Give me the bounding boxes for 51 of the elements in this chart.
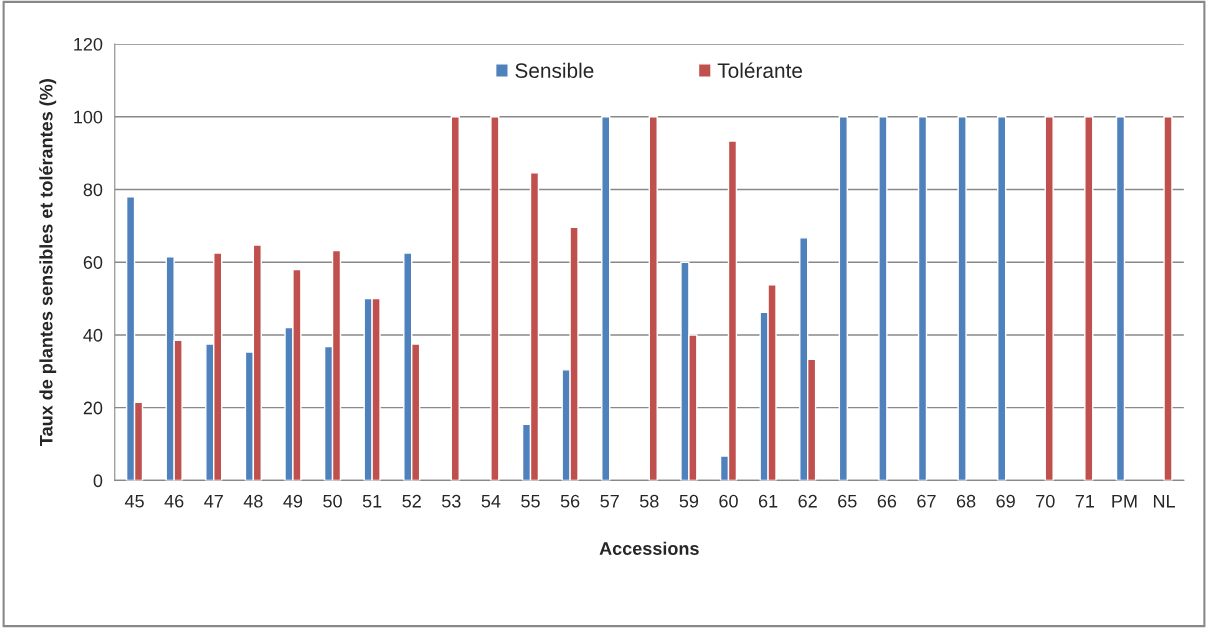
x-axis-title: Accessions	[599, 541, 699, 555]
x-tick-label: 47	[204, 494, 223, 508]
x-tick-label: 69	[996, 494, 1015, 508]
bar	[1084, 116, 1094, 481]
x-tick-label: 67	[917, 494, 936, 508]
x-tick-label: 65	[838, 494, 857, 508]
x-tick-label: 68	[956, 494, 976, 508]
x-tick-label: 71	[1075, 494, 1095, 508]
x-tick-label: 51	[362, 494, 382, 508]
x-tick-label: 62	[798, 494, 817, 508]
y-tick-label: 120	[74, 37, 103, 51]
x-tick-label: 46	[164, 494, 184, 508]
legend-label: Sensible	[515, 62, 594, 79]
bar	[1115, 116, 1126, 481]
y-tick-label: 80	[83, 183, 103, 197]
y-tick-label: 20	[83, 401, 103, 415]
bar	[490, 116, 500, 481]
bar	[450, 116, 460, 481]
bar	[878, 116, 888, 481]
bar	[1044, 116, 1054, 481]
x-tick-label: 54	[481, 494, 501, 508]
x-tick-label: NL	[1153, 494, 1175, 508]
x-tick-label: 66	[877, 494, 897, 508]
bar	[648, 116, 658, 481]
y-tick-label: 40	[83, 328, 103, 342]
y-tick-label: 60	[83, 256, 103, 269]
x-tick-label: 55	[521, 494, 540, 508]
y-tick-label: 100	[74, 110, 103, 124]
x-tick-label: 50	[323, 494, 342, 508]
x-tick-label: 53	[442, 494, 461, 508]
legend-label: Tolérante	[717, 62, 803, 79]
bar	[997, 116, 1007, 481]
x-tick-label: 57	[600, 494, 619, 508]
bar	[601, 116, 611, 481]
x-tick-label: 48	[243, 494, 263, 508]
x-tick-label: 52	[402, 494, 421, 508]
x-tick-label: 61	[758, 494, 778, 508]
x-tick-label: 58	[639, 494, 659, 508]
x-tick-label: 56	[560, 494, 580, 508]
bar	[1163, 116, 1173, 481]
y-tick-label: 0	[93, 474, 103, 488]
x-tick-label: 49	[283, 494, 303, 508]
bar	[838, 116, 848, 481]
bar	[917, 116, 928, 481]
bar	[957, 116, 967, 481]
x-tick-label: PM	[1112, 494, 1137, 508]
y-axis-title: Taux de plantes sensibles et tolérantes (%)	[39, 79, 57, 446]
x-tick-label: 70	[1036, 494, 1055, 508]
x-tick-label: 59	[679, 494, 699, 508]
x-tick-label: 60	[719, 494, 738, 508]
x-tick-label: 45	[124, 494, 144, 508]
